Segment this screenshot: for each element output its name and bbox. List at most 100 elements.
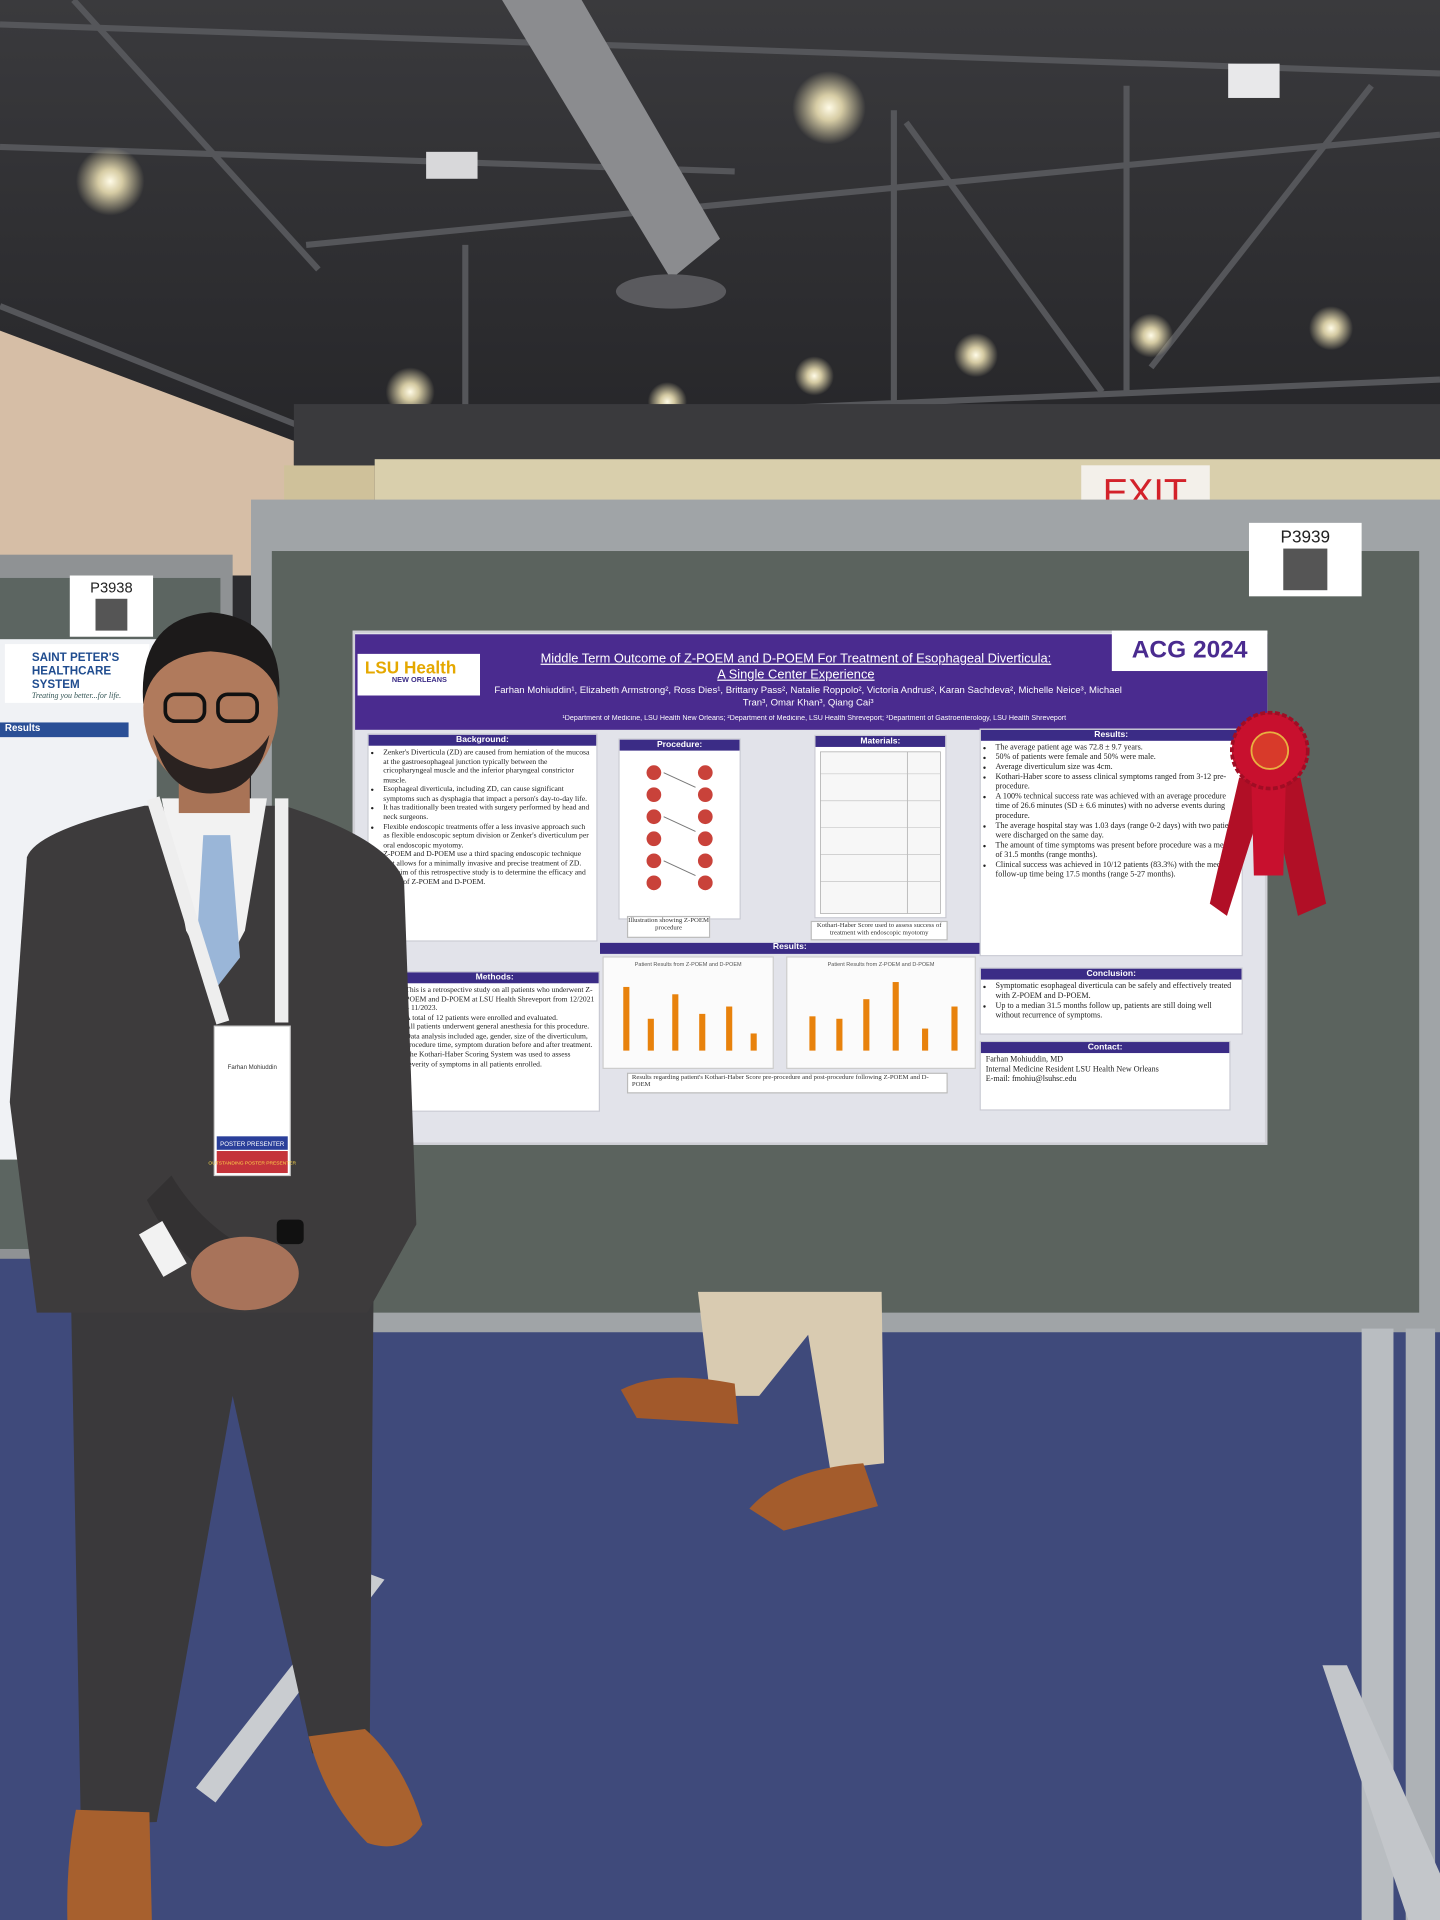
list-item: 50% of patients were female and 50% were… <box>996 753 1238 763</box>
step <box>697 809 713 825</box>
chart-bar <box>951 1006 958 1051</box>
poster-authors: Farhan Mohiuddin¹, Elizabeth Armstrong²,… <box>494 684 1122 708</box>
light <box>953 333 998 378</box>
step <box>646 765 662 781</box>
air-duct <box>502 0 720 280</box>
illustration-lines <box>663 772 696 876</box>
title-line: Middle Term Outcome of Z-POEM and D-POEM… <box>540 651 1052 667</box>
list-item: Zenker's Diverticula (ZD) are caused fro… <box>383 748 592 785</box>
passerby-legs <box>697 1291 885 1470</box>
section-heading: Background: <box>368 734 597 746</box>
chart-bar <box>892 982 899 1051</box>
hands <box>191 1236 299 1311</box>
shoe <box>308 1728 423 1847</box>
chart-bar <box>863 999 870 1051</box>
section-results: Results: The average patient age was 72.… <box>979 728 1243 957</box>
illustration-steps <box>646 765 713 891</box>
section-list: This is a retrospective study on all pat… <box>391 986 599 1069</box>
chart-title: Patient Results from Z-POEM and D-POEM <box>827 961 935 968</box>
conference-logo: ACG 2024 <box>1111 630 1268 672</box>
section-list: Farhan Mohiuddin, MD Internal Medicine Re… <box>981 1056 1230 1086</box>
section-background: Background: Zenker's Diverticula (ZD) ar… <box>367 733 598 942</box>
score-table <box>820 751 941 914</box>
list-item: Kothari-Haber score to assess clinical s… <box>996 773 1238 793</box>
badge-role: POSTER PRESENTER <box>220 1141 285 1148</box>
poster-logo: LSU Health NEW ORLEANS <box>357 653 481 696</box>
chart-bar <box>647 1018 654 1051</box>
trousers <box>71 1297 374 1825</box>
board-number: P3938 <box>90 581 132 597</box>
section-materials: Materials: <box>814 734 947 919</box>
chart-bar <box>809 1016 816 1051</box>
list-item: It has traditionally been treated with s… <box>383 804 592 823</box>
list-item: Farhan Mohiuddin, MD <box>985 1055 1064 1065</box>
neighbor-heading: Results <box>0 722 129 738</box>
title-line: A Single Center Experience <box>717 667 875 683</box>
light-fixture <box>426 151 478 179</box>
section-heading: Results: <box>600 942 980 954</box>
step <box>646 831 662 847</box>
section-list: Zenker's Diverticula (ZD) are caused fro… <box>369 748 597 887</box>
truss <box>903 120 1105 394</box>
neighbor-logo: SAINT PETER'S HEALTHCARE SYSTEM Treating… <box>4 644 150 703</box>
list-item: All patients underwent general anesthesi… <box>405 1023 595 1032</box>
list-item: Esophageal diverticula, including ZD, ca… <box>383 785 592 804</box>
logo-sub: NEW ORLEANS <box>391 677 447 685</box>
truss <box>0 21 1440 77</box>
chart-bar <box>672 994 679 1051</box>
step <box>646 853 662 869</box>
light <box>792 71 866 145</box>
ribbon <box>1209 710 1327 916</box>
badge-award: OUTSTANDING POSTER PRESENTER <box>208 1160 296 1166</box>
passerby-shoe <box>620 1377 739 1425</box>
ribbon-band <box>1251 783 1286 876</box>
section-list: Symptomatic esophageal diverticula can b… <box>981 982 1242 1021</box>
step <box>697 787 713 803</box>
light <box>75 146 145 216</box>
lanyard <box>146 796 230 1025</box>
rosette-center <box>1250 731 1290 770</box>
list-item: E-mail: fmohiu@lsuhsc.edu <box>985 1075 1077 1084</box>
board-number: P3939 <box>1281 526 1331 546</box>
list-item: Internal Medicine Resident LSU Health Ne… <box>985 1065 1159 1074</box>
procedure-caption: Illustration showing Z-POEM procedure <box>626 915 711 938</box>
watch <box>276 1219 304 1245</box>
section-heading: Methods: <box>390 972 599 984</box>
list-item: Z-POEM and D-POEM use a third spacing en… <box>383 850 592 869</box>
step <box>646 787 662 803</box>
table-frame <box>820 751 941 914</box>
list-item: The aim of this retrospective study is t… <box>383 869 592 888</box>
list-item: Symptomatic esophageal diverticula can b… <box>996 982 1238 1002</box>
stand-foot <box>1322 1665 1440 1920</box>
chart-bar <box>623 986 630 1051</box>
materials-caption: Kothari-Haber Score used to assess succe… <box>810 920 948 941</box>
beard <box>153 734 270 794</box>
results-chart: Patient Results from Z-POEM and D-POEM <box>786 956 976 1069</box>
shoe <box>67 1809 152 1920</box>
light <box>794 356 834 396</box>
neighbor-org: SAINT PETER'S <box>31 651 120 665</box>
badge <box>213 1025 291 1177</box>
chart-bar <box>699 1013 706 1051</box>
list-item: Data analysis included age, gender, size… <box>405 1032 595 1051</box>
list-item: Flexible endoscopic treatments offer a l… <box>383 822 592 850</box>
results-chart: Patient Results from Z-POEM and D-POEM <box>602 956 774 1069</box>
procedure-illustration <box>646 765 713 891</box>
chart-bar <box>750 1033 757 1051</box>
chart-bar <box>922 1028 929 1051</box>
section-heading: Conclusion: <box>980 968 1242 980</box>
cuff <box>138 1221 187 1277</box>
vent <box>615 274 727 309</box>
line <box>663 860 696 876</box>
list-item: Up to a median 31.5 months follow up, pa… <box>996 1002 1238 1022</box>
list-item: This is a retrospective study on all pat… <box>405 986 595 1014</box>
section-heading: Results: <box>980 729 1242 741</box>
chart-bar <box>726 1006 733 1051</box>
section-heading: Contact: <box>980 1042 1230 1054</box>
line <box>663 816 696 832</box>
chart-bar <box>836 1018 843 1051</box>
poster-affiliations: ¹Department of Medicine, LSU Health New … <box>562 715 1067 723</box>
section-heading: Materials: <box>815 735 946 747</box>
